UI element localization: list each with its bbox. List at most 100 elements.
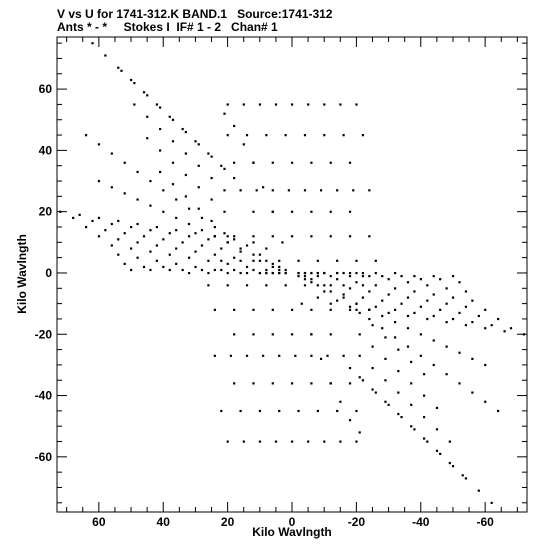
data-point <box>197 143 200 146</box>
data-point <box>162 265 165 269</box>
data-point <box>394 321 397 324</box>
data-point <box>297 259 300 262</box>
data-point <box>342 284 345 287</box>
data-point <box>197 186 200 189</box>
data-point <box>368 235 371 238</box>
data-point <box>291 333 294 336</box>
data-point <box>97 235 101 238</box>
data-point <box>342 134 345 137</box>
data-point <box>323 440 326 443</box>
data-point <box>422 437 426 440</box>
data-point <box>284 284 287 287</box>
data-point <box>329 333 332 336</box>
data-point <box>445 345 448 348</box>
data-point <box>278 265 281 269</box>
data-point <box>339 400 342 403</box>
data-point <box>394 287 397 290</box>
data-point <box>291 440 294 443</box>
data-point <box>239 189 242 192</box>
data-point <box>213 308 216 311</box>
data-point <box>323 103 326 106</box>
data-point <box>136 241 139 244</box>
y-tick-label: -40 <box>35 389 53 403</box>
data-point <box>136 170 139 174</box>
data-point <box>397 391 400 394</box>
data-point <box>252 253 255 256</box>
data-point <box>310 354 313 357</box>
data-point <box>162 189 165 192</box>
data-point <box>239 247 242 250</box>
data-point <box>303 284 307 287</box>
data-point <box>497 317 500 321</box>
data-point <box>432 339 435 342</box>
data-point <box>316 284 319 287</box>
data-point <box>278 409 281 413</box>
data-point <box>271 265 274 269</box>
data-point <box>265 268 268 272</box>
data-point <box>210 198 213 201</box>
x-tick-label: 0 <box>289 515 296 529</box>
data-point <box>223 210 226 213</box>
data-point <box>197 164 200 167</box>
data-point <box>323 134 326 137</box>
data-point <box>110 222 113 226</box>
data-point <box>278 271 281 275</box>
data-point <box>213 354 216 357</box>
data-point <box>368 308 371 311</box>
data-point <box>291 382 294 385</box>
data-point <box>229 354 233 357</box>
data-point <box>348 161 352 164</box>
data-point <box>171 140 175 143</box>
data-point <box>271 382 274 385</box>
data-point <box>522 333 525 336</box>
data-point <box>371 324 374 327</box>
data-point <box>368 290 371 293</box>
data-point <box>255 189 258 192</box>
y-tick-label: 40 <box>39 143 53 157</box>
data-point <box>464 290 468 293</box>
plot-title: V vs U for 1741-312.K BAND.1 Source:1741… <box>57 7 333 21</box>
data-point <box>252 308 255 311</box>
data-point <box>397 348 400 351</box>
data-point <box>432 314 435 318</box>
data-point <box>175 247 178 250</box>
data-point <box>271 210 274 213</box>
data-point <box>187 222 191 226</box>
data-point <box>265 259 268 262</box>
data-point <box>339 103 342 106</box>
data-point <box>348 366 352 370</box>
data-point <box>242 440 245 443</box>
x-tick-label: -40 <box>412 515 430 529</box>
data-point <box>130 268 133 272</box>
data-point <box>123 262 126 265</box>
data-point <box>484 363 487 367</box>
data-point <box>207 271 210 275</box>
data-point <box>310 333 313 336</box>
data-point <box>336 189 339 192</box>
data-point <box>458 311 461 315</box>
data-point <box>451 465 455 468</box>
data-point <box>509 327 513 330</box>
data-point <box>329 275 332 278</box>
data-point <box>355 271 358 275</box>
data-point <box>284 268 287 272</box>
data-point <box>413 428 416 431</box>
data-point <box>451 317 455 321</box>
data-point <box>245 265 249 269</box>
data-point <box>91 219 94 223</box>
data-point <box>422 416 426 419</box>
data-point <box>252 210 255 213</box>
data-point <box>445 302 448 305</box>
data-point <box>146 94 149 97</box>
data-point <box>477 489 480 492</box>
data-point <box>110 186 113 189</box>
data-point <box>187 207 191 210</box>
data-point <box>155 103 158 106</box>
data-point <box>426 284 429 287</box>
data-point <box>361 379 365 382</box>
data-point <box>361 275 365 278</box>
data-point <box>394 271 397 275</box>
data-point <box>410 360 413 364</box>
data-point <box>316 296 319 299</box>
data-point <box>175 262 178 265</box>
